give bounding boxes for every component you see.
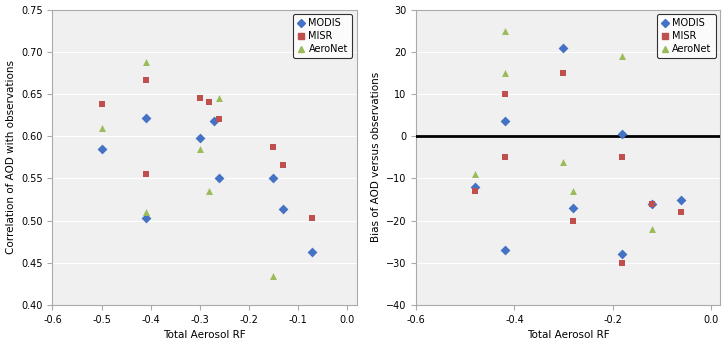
Point [675,209,687,215]
Point [140,209,152,215]
Legend: MODIS, MISR, AeroNet: MODIS, MISR, AeroNet [657,15,716,58]
Point [469,172,481,177]
Point [616,155,628,160]
Point [267,176,279,181]
Point [306,249,318,255]
Point [568,205,579,211]
Point [616,260,628,266]
X-axis label: Total Aerosol RF: Total Aerosol RF [163,330,246,340]
Point [499,155,510,160]
Point [306,216,318,221]
Point [499,247,510,253]
Legend: MODIS, MISR, AeroNet: MODIS, MISR, AeroNet [293,15,352,58]
Point [267,145,279,150]
Point [499,28,510,34]
Point [675,197,687,202]
Point [267,273,279,279]
Point [499,119,510,124]
Point [213,95,225,101]
Point [140,172,152,177]
Point [499,91,510,97]
Point [469,188,481,194]
Point [213,176,225,181]
Point [616,252,628,257]
Point [213,117,225,122]
Point [646,201,658,207]
Point [96,125,107,130]
Point [203,188,215,194]
Point [616,131,628,137]
X-axis label: Total Aerosol RF: Total Aerosol RF [527,330,610,340]
Point [140,216,152,221]
Point [194,95,205,101]
Point [616,53,628,59]
Point [194,135,205,141]
Y-axis label: Bias of AOD versus observations: Bias of AOD versus observations [370,72,380,243]
Point [140,115,152,120]
Point [646,226,658,232]
Point [140,77,152,82]
Point [568,218,579,224]
Point [96,101,107,107]
Point [558,159,569,164]
Point [140,59,152,65]
Point [568,188,579,194]
Point [277,206,289,212]
Point [469,184,481,190]
Point [208,118,220,124]
Point [96,146,107,152]
Point [558,45,569,50]
Y-axis label: Correlation of AOD with observations: Correlation of AOD with observations [6,60,15,254]
Point [203,99,215,104]
Point [277,162,289,168]
Point [646,201,658,207]
Point [499,70,510,76]
Point [194,146,205,152]
Point [558,70,569,76]
